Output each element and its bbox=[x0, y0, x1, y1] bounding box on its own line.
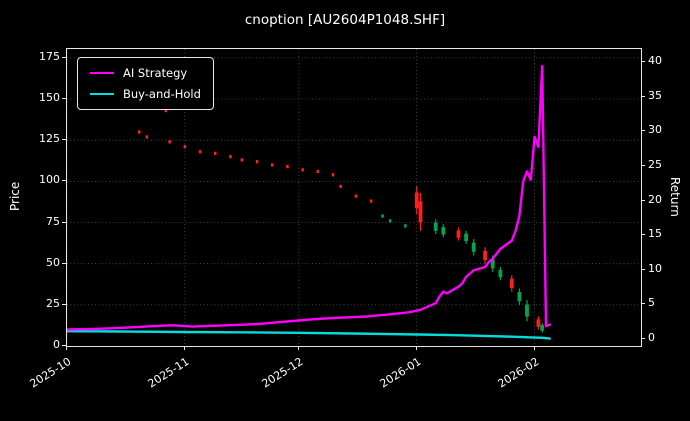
ai-strategy-line bbox=[67, 64, 551, 331]
candle-body bbox=[456, 230, 461, 238]
x-tick-mark bbox=[533, 346, 535, 350]
x-tick-mark bbox=[297, 346, 299, 350]
return-tick-label: 20 bbox=[648, 192, 662, 206]
return-tick-mark bbox=[641, 268, 645, 270]
x-tick-label: 2026-02 bbox=[495, 354, 542, 391]
price-tick-label: 25 bbox=[46, 296, 60, 310]
price-dot bbox=[198, 150, 202, 154]
x-tick-mark bbox=[66, 346, 67, 350]
price-tick-mark bbox=[62, 98, 66, 100]
price-dot bbox=[183, 145, 187, 149]
price-tick-label: 50 bbox=[46, 255, 60, 269]
legend-item-buy-and-hold: Buy-and-Hold bbox=[90, 87, 201, 101]
legend-item-ai-strategy: AI Strategy bbox=[90, 66, 201, 80]
return-tick-label: 15 bbox=[648, 227, 662, 241]
candle-body bbox=[414, 192, 419, 209]
return-tick-label: 40 bbox=[648, 54, 662, 68]
return-tick-label: 35 bbox=[648, 88, 662, 102]
return-tick-mark bbox=[641, 165, 645, 166]
plot-area: AI Strategy Buy-and-Hold bbox=[66, 48, 642, 347]
chart-title: cnoption [AU2604P1048.SHF] bbox=[244, 12, 446, 28]
return-tick-label: 25 bbox=[648, 158, 662, 171]
price-dot bbox=[331, 173, 335, 177]
price-dot bbox=[240, 158, 244, 162]
return-tick-mark bbox=[641, 303, 645, 305]
price-tick-mark bbox=[62, 180, 66, 182]
price-dot bbox=[354, 194, 358, 198]
price-tick-mark bbox=[62, 345, 66, 346]
return-tick-mark bbox=[641, 338, 645, 340]
return-tick-mark bbox=[641, 130, 645, 132]
x-tick-mark bbox=[183, 346, 185, 350]
price-dot bbox=[404, 224, 407, 228]
candle-body bbox=[483, 250, 487, 260]
return-tick-label: 10 bbox=[648, 261, 662, 275]
candle-body bbox=[441, 227, 446, 235]
return-tick-mark bbox=[641, 61, 645, 63]
price-dot bbox=[339, 184, 342, 188]
price-dot bbox=[316, 169, 320, 174]
ai-strategy-line-swatch bbox=[90, 72, 114, 74]
price-tick-mark bbox=[62, 221, 66, 223]
candle-body bbox=[498, 269, 503, 278]
return-tick-label: 5 bbox=[648, 296, 655, 310]
buy-and-hold-line-swatch bbox=[90, 93, 114, 95]
candle-body bbox=[525, 304, 529, 317]
return-tick-label: 30 bbox=[648, 123, 662, 137]
price-tick-mark bbox=[62, 56, 66, 58]
price-dot bbox=[164, 108, 168, 113]
candle-body bbox=[490, 259, 495, 269]
legend-label-ai-strategy: AI Strategy bbox=[123, 66, 188, 80]
plot-canvas bbox=[67, 49, 641, 346]
return-tick-label: 0 bbox=[648, 331, 655, 345]
price-tick-label: 0 bbox=[53, 338, 60, 351]
price-dot bbox=[286, 164, 289, 169]
price-dot bbox=[168, 140, 171, 144]
candle-body bbox=[471, 242, 476, 252]
candle-body bbox=[509, 278, 514, 288]
price-dot bbox=[145, 135, 149, 139]
x-tick-label: 2025-11 bbox=[145, 354, 192, 391]
buy-and-hold-line bbox=[67, 330, 551, 340]
candle-body bbox=[464, 233, 468, 242]
price-dot bbox=[229, 155, 232, 159]
price-tick-mark bbox=[62, 303, 66, 305]
x-tick-mark bbox=[415, 346, 417, 350]
price-tick-mark bbox=[62, 139, 66, 141]
candle-body bbox=[517, 292, 522, 302]
price-tick-label: 125 bbox=[39, 132, 60, 146]
y-axis-label-return: Return bbox=[668, 176, 682, 217]
return-tick-mark bbox=[641, 199, 645, 201]
price-tick-label: 175 bbox=[39, 49, 60, 63]
x-tick-label: 2025-12 bbox=[259, 354, 306, 391]
price-dot bbox=[255, 160, 259, 164]
x-tick-label: 2026-01 bbox=[377, 354, 424, 391]
price-tick-mark bbox=[62, 262, 66, 264]
return-tick-mark bbox=[641, 95, 645, 97]
price-tick-label: 75 bbox=[46, 214, 60, 228]
price-tick-label: 100 bbox=[39, 173, 60, 187]
legend-label-buy-and-hold: Buy-and-Hold bbox=[123, 87, 201, 101]
price-dot bbox=[381, 214, 384, 218]
price-tick-label: 150 bbox=[39, 91, 60, 105]
candle-body bbox=[418, 201, 423, 223]
x-tick-label: 2025-10 bbox=[27, 354, 74, 391]
price-dot bbox=[301, 168, 304, 172]
candle-body bbox=[536, 319, 541, 327]
candle-body bbox=[540, 325, 545, 331]
candle-body bbox=[433, 222, 438, 231]
price-dot bbox=[369, 199, 373, 203]
return-tick-mark bbox=[641, 234, 645, 236]
price-dot bbox=[271, 163, 274, 167]
price-dot bbox=[138, 130, 141, 134]
price-dot bbox=[388, 219, 392, 223]
price-dot bbox=[214, 151, 217, 155]
legend: AI Strategy Buy-and-Hold bbox=[77, 57, 214, 110]
